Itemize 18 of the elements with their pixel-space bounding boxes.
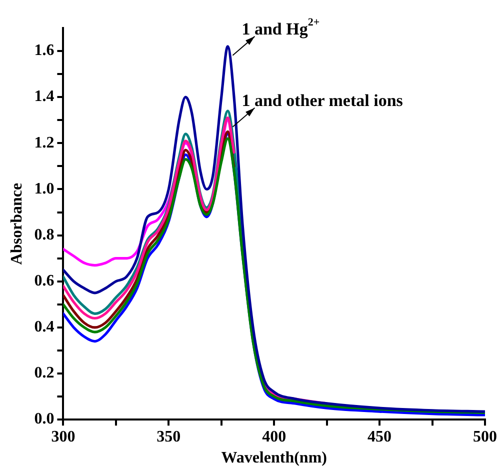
y-tick-label: 0.2	[34, 364, 54, 382]
y-tick-label: 0.0	[34, 410, 54, 428]
y-tick-label: 1.4	[34, 88, 54, 106]
x-tick-label: 450	[368, 428, 392, 446]
y-tick-label: 0.6	[34, 272, 54, 290]
x-tick-label: 400	[262, 428, 286, 446]
y-tick-label: 0.8	[34, 226, 54, 244]
annotation: 1 and other metal ions	[242, 90, 404, 110]
y-axis-title: Absorbance	[8, 182, 26, 265]
x-tick-label: 300	[51, 428, 76, 446]
y-tick-label: 1.6	[34, 42, 54, 60]
y-tick-label: 1.2	[34, 134, 54, 152]
line-series	[63, 45, 485, 413]
x-tick-label: 350	[156, 428, 181, 446]
y-tick-label: 0.4	[34, 318, 54, 336]
x-axis-title: Wavelenth(nm)	[221, 450, 327, 467]
y-tick-label: 1.0	[34, 180, 54, 198]
x-tick-label: 500	[473, 428, 497, 446]
